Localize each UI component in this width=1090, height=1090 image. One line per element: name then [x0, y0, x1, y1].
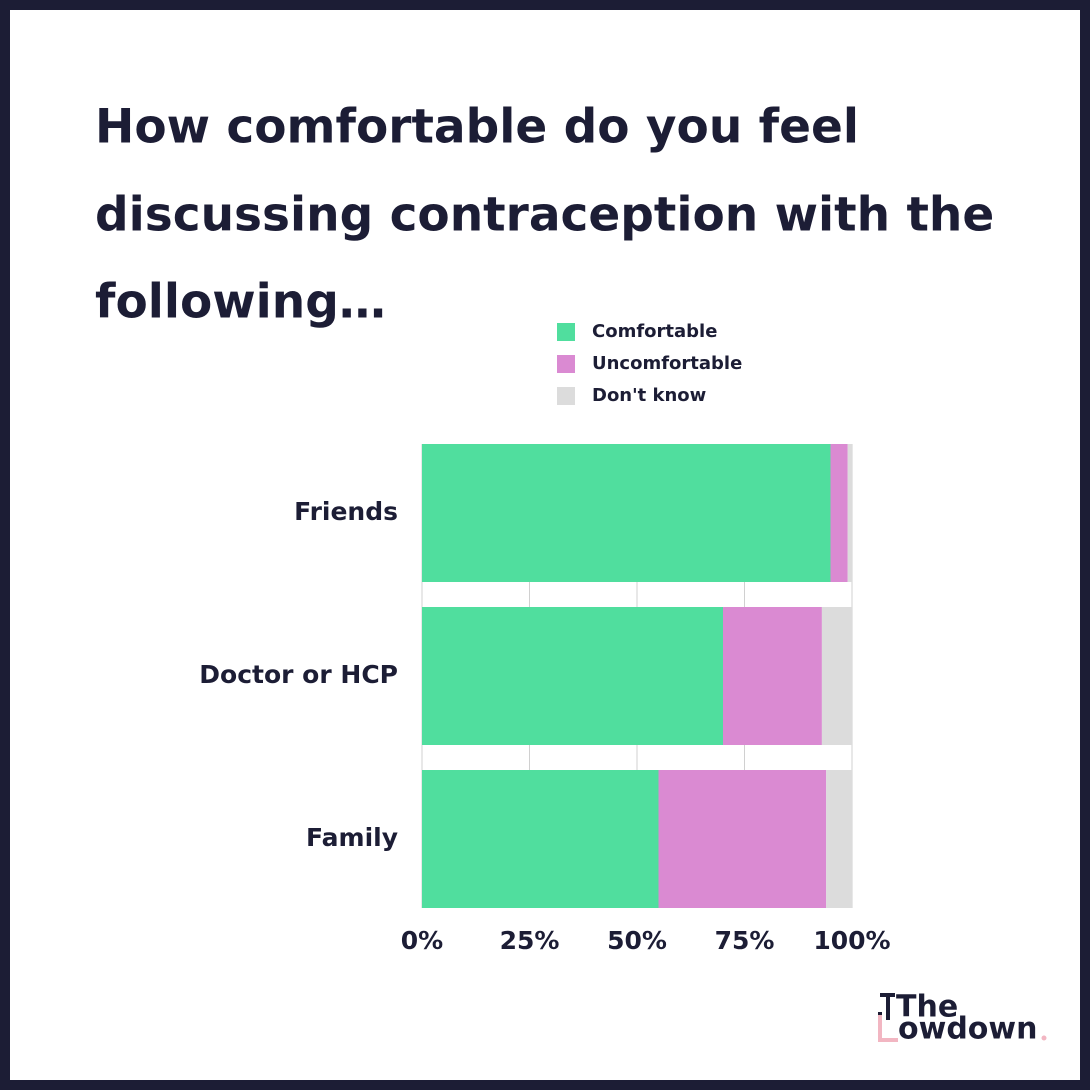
logo: The owdown: [878, 990, 1047, 1047]
chart-title: How comfortable do you feel: [95, 100, 859, 155]
legend-label: Don't know: [592, 385, 706, 406]
bar-segment: [422, 607, 723, 745]
legend-swatch: [557, 387, 575, 405]
legend-label: Uncomfortable: [592, 353, 742, 374]
logo-dot: [1041, 1035, 1047, 1041]
bar-segment: [830, 444, 848, 582]
legend-swatch: [557, 323, 575, 341]
chart-title: following…: [95, 275, 386, 330]
logo-text: The: [896, 990, 958, 1025]
legend-swatch: [557, 355, 575, 373]
y-tick-label: Family: [306, 823, 398, 852]
logo-mark: [878, 1015, 898, 1042]
bar-segment: [821, 607, 852, 745]
chart-title: discussing contraception with the: [95, 188, 994, 243]
bar-segment: [826, 770, 852, 908]
y-tick-label: Friends: [294, 497, 398, 526]
bar-segment: [422, 770, 659, 908]
bar-segment: [422, 444, 831, 582]
legend-label: Comfortable: [592, 321, 717, 342]
bar-segment: [847, 444, 852, 582]
x-tick-label: 0%: [401, 926, 443, 955]
x-tick-label: 25%: [500, 926, 560, 955]
y-tick-label: Doctor or HCP: [199, 660, 398, 689]
x-tick-label: 75%: [715, 926, 775, 955]
x-tick-label: 50%: [607, 926, 667, 955]
logo-text: owdown: [898, 1012, 1037, 1047]
x-tick-label: 100%: [813, 926, 890, 955]
bar-segment: [723, 607, 822, 745]
bar-segment: [658, 770, 827, 908]
